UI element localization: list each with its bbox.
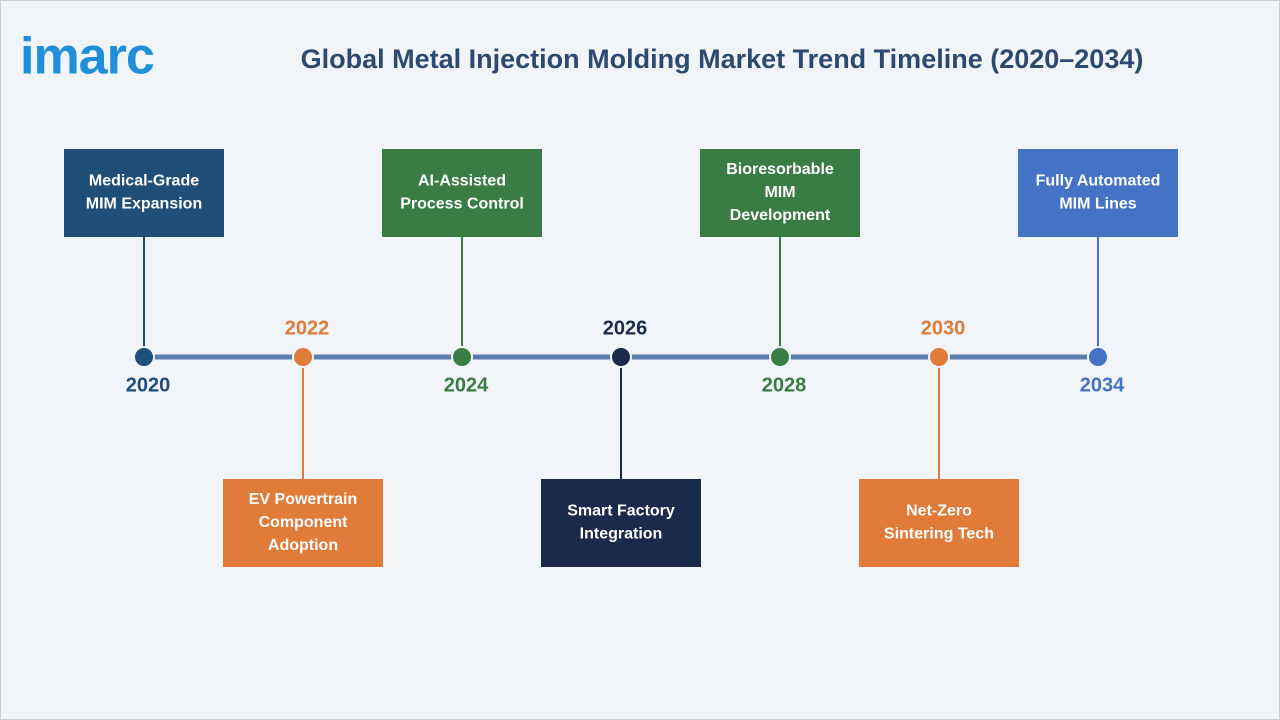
- timeline-dot: [451, 346, 473, 368]
- event-label: Component: [259, 514, 349, 531]
- title: Global Metal Injection Molding Market Tr…: [301, 44, 1144, 74]
- event-label: MIM: [764, 184, 795, 201]
- timeline-dot: [133, 346, 155, 368]
- timeline-dot: [769, 346, 791, 368]
- event-label: MIM Lines: [1059, 196, 1136, 213]
- event-label: Process Control: [400, 196, 524, 213]
- event-label: EV Powertrain: [249, 491, 357, 508]
- timeline-dot: [928, 346, 950, 368]
- year-label: 2026: [603, 317, 648, 339]
- event-label: Fully Automated: [1036, 173, 1161, 190]
- year-label: 2020: [126, 374, 171, 396]
- event-box: [859, 479, 1019, 567]
- event-box: [541, 479, 701, 567]
- event-label: Net-Zero: [906, 503, 972, 520]
- timeline-dot: [610, 346, 632, 368]
- event-box: [700, 149, 860, 237]
- year-label: 2030: [921, 317, 966, 339]
- event-label: AI-Assisted: [418, 173, 506, 190]
- event-label: Sintering Tech: [884, 526, 994, 543]
- year-label: 2034: [1080, 374, 1125, 396]
- event-label: Development: [730, 207, 831, 224]
- event-label: Smart Factory: [567, 503, 675, 520]
- event-box: [1018, 149, 1178, 237]
- event-box: [223, 479, 383, 567]
- logo: imarc: [20, 28, 154, 86]
- year-label: 2028: [762, 374, 807, 396]
- event-label: MIM Expansion: [86, 196, 202, 213]
- event-label: Adoption: [268, 537, 338, 554]
- event-box: [382, 149, 542, 237]
- year-label: 2022: [285, 317, 330, 339]
- event-box: [64, 149, 224, 237]
- event-label: Integration: [580, 526, 663, 543]
- event-label: Medical-Grade: [89, 173, 199, 190]
- timeline-dot: [1087, 346, 1109, 368]
- year-label: 2024: [444, 374, 489, 396]
- timeline-dot: [292, 346, 314, 368]
- event-label: Bioresorbable: [726, 161, 834, 178]
